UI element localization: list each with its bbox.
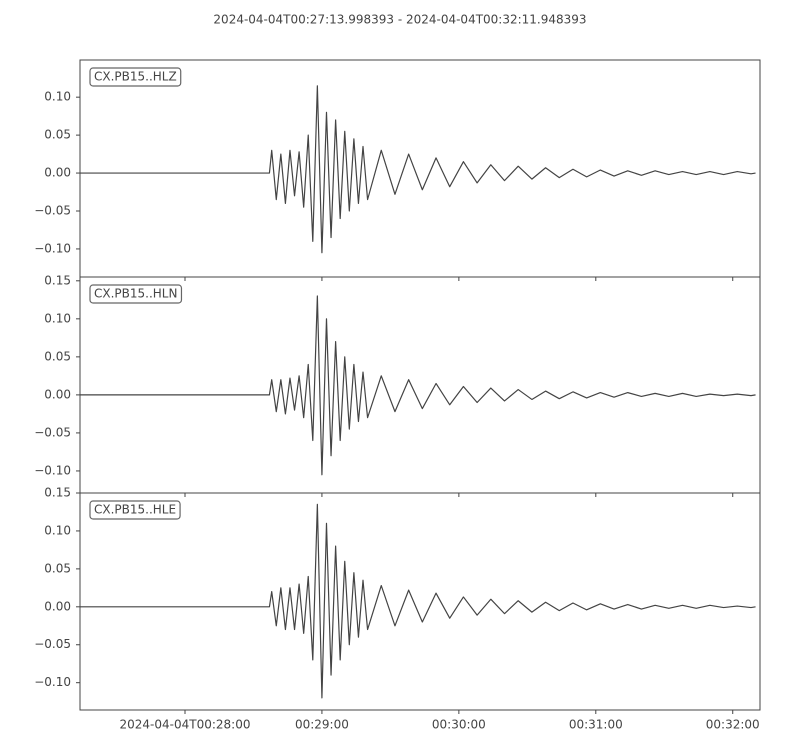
y-tick-label: −0.05 xyxy=(34,203,71,217)
y-tick-label: 0.05 xyxy=(44,561,71,575)
y-tick-label: −0.10 xyxy=(34,675,71,689)
panel-frame xyxy=(79,59,761,278)
y-tick-label: 0.00 xyxy=(44,599,71,613)
chart-title: 2024-04-04T00:27:13.998393 - 2024-04-04T… xyxy=(213,13,586,27)
trace-label: CX.PB15..HLN xyxy=(94,287,177,301)
waveform xyxy=(80,503,756,699)
y-tick-label: 0.15 xyxy=(44,273,71,287)
waveform xyxy=(80,295,756,476)
trace-label: CX.PB15..HLZ xyxy=(94,70,177,84)
x-tick-label: 00:31:00 xyxy=(569,718,623,732)
waveform xyxy=(80,85,756,254)
trace-label-box xyxy=(89,284,183,304)
y-tick-label: 0.00 xyxy=(44,387,71,401)
y-tick-label: 0.10 xyxy=(44,90,71,104)
trace-label-box xyxy=(89,500,181,520)
panel-frame xyxy=(79,492,761,711)
y-tick-label: 0.10 xyxy=(44,311,71,325)
x-tick-label: 00:30:00 xyxy=(432,718,486,732)
y-tick-label: 0.15 xyxy=(44,486,71,500)
y-tick-label: −0.05 xyxy=(34,637,71,651)
trace-label: CX.PB15..HLE xyxy=(94,503,176,517)
y-tick-label: −0.05 xyxy=(34,425,71,439)
panel-frame xyxy=(79,276,761,494)
y-tick-label: −0.10 xyxy=(34,241,71,255)
x-tick-label: 2024-04-04T00:28:00 xyxy=(120,718,251,732)
x-tick-label: 00:32:00 xyxy=(706,718,760,732)
y-tick-label: 0.00 xyxy=(44,166,71,180)
y-tick-label: 0.05 xyxy=(44,349,71,363)
y-tick-label: 0.10 xyxy=(44,523,71,537)
y-tick-label: −0.10 xyxy=(34,463,71,477)
trace-label-box xyxy=(89,67,182,87)
x-tick-label: 00:29:00 xyxy=(295,718,349,732)
y-tick-label: 0.05 xyxy=(44,128,71,142)
